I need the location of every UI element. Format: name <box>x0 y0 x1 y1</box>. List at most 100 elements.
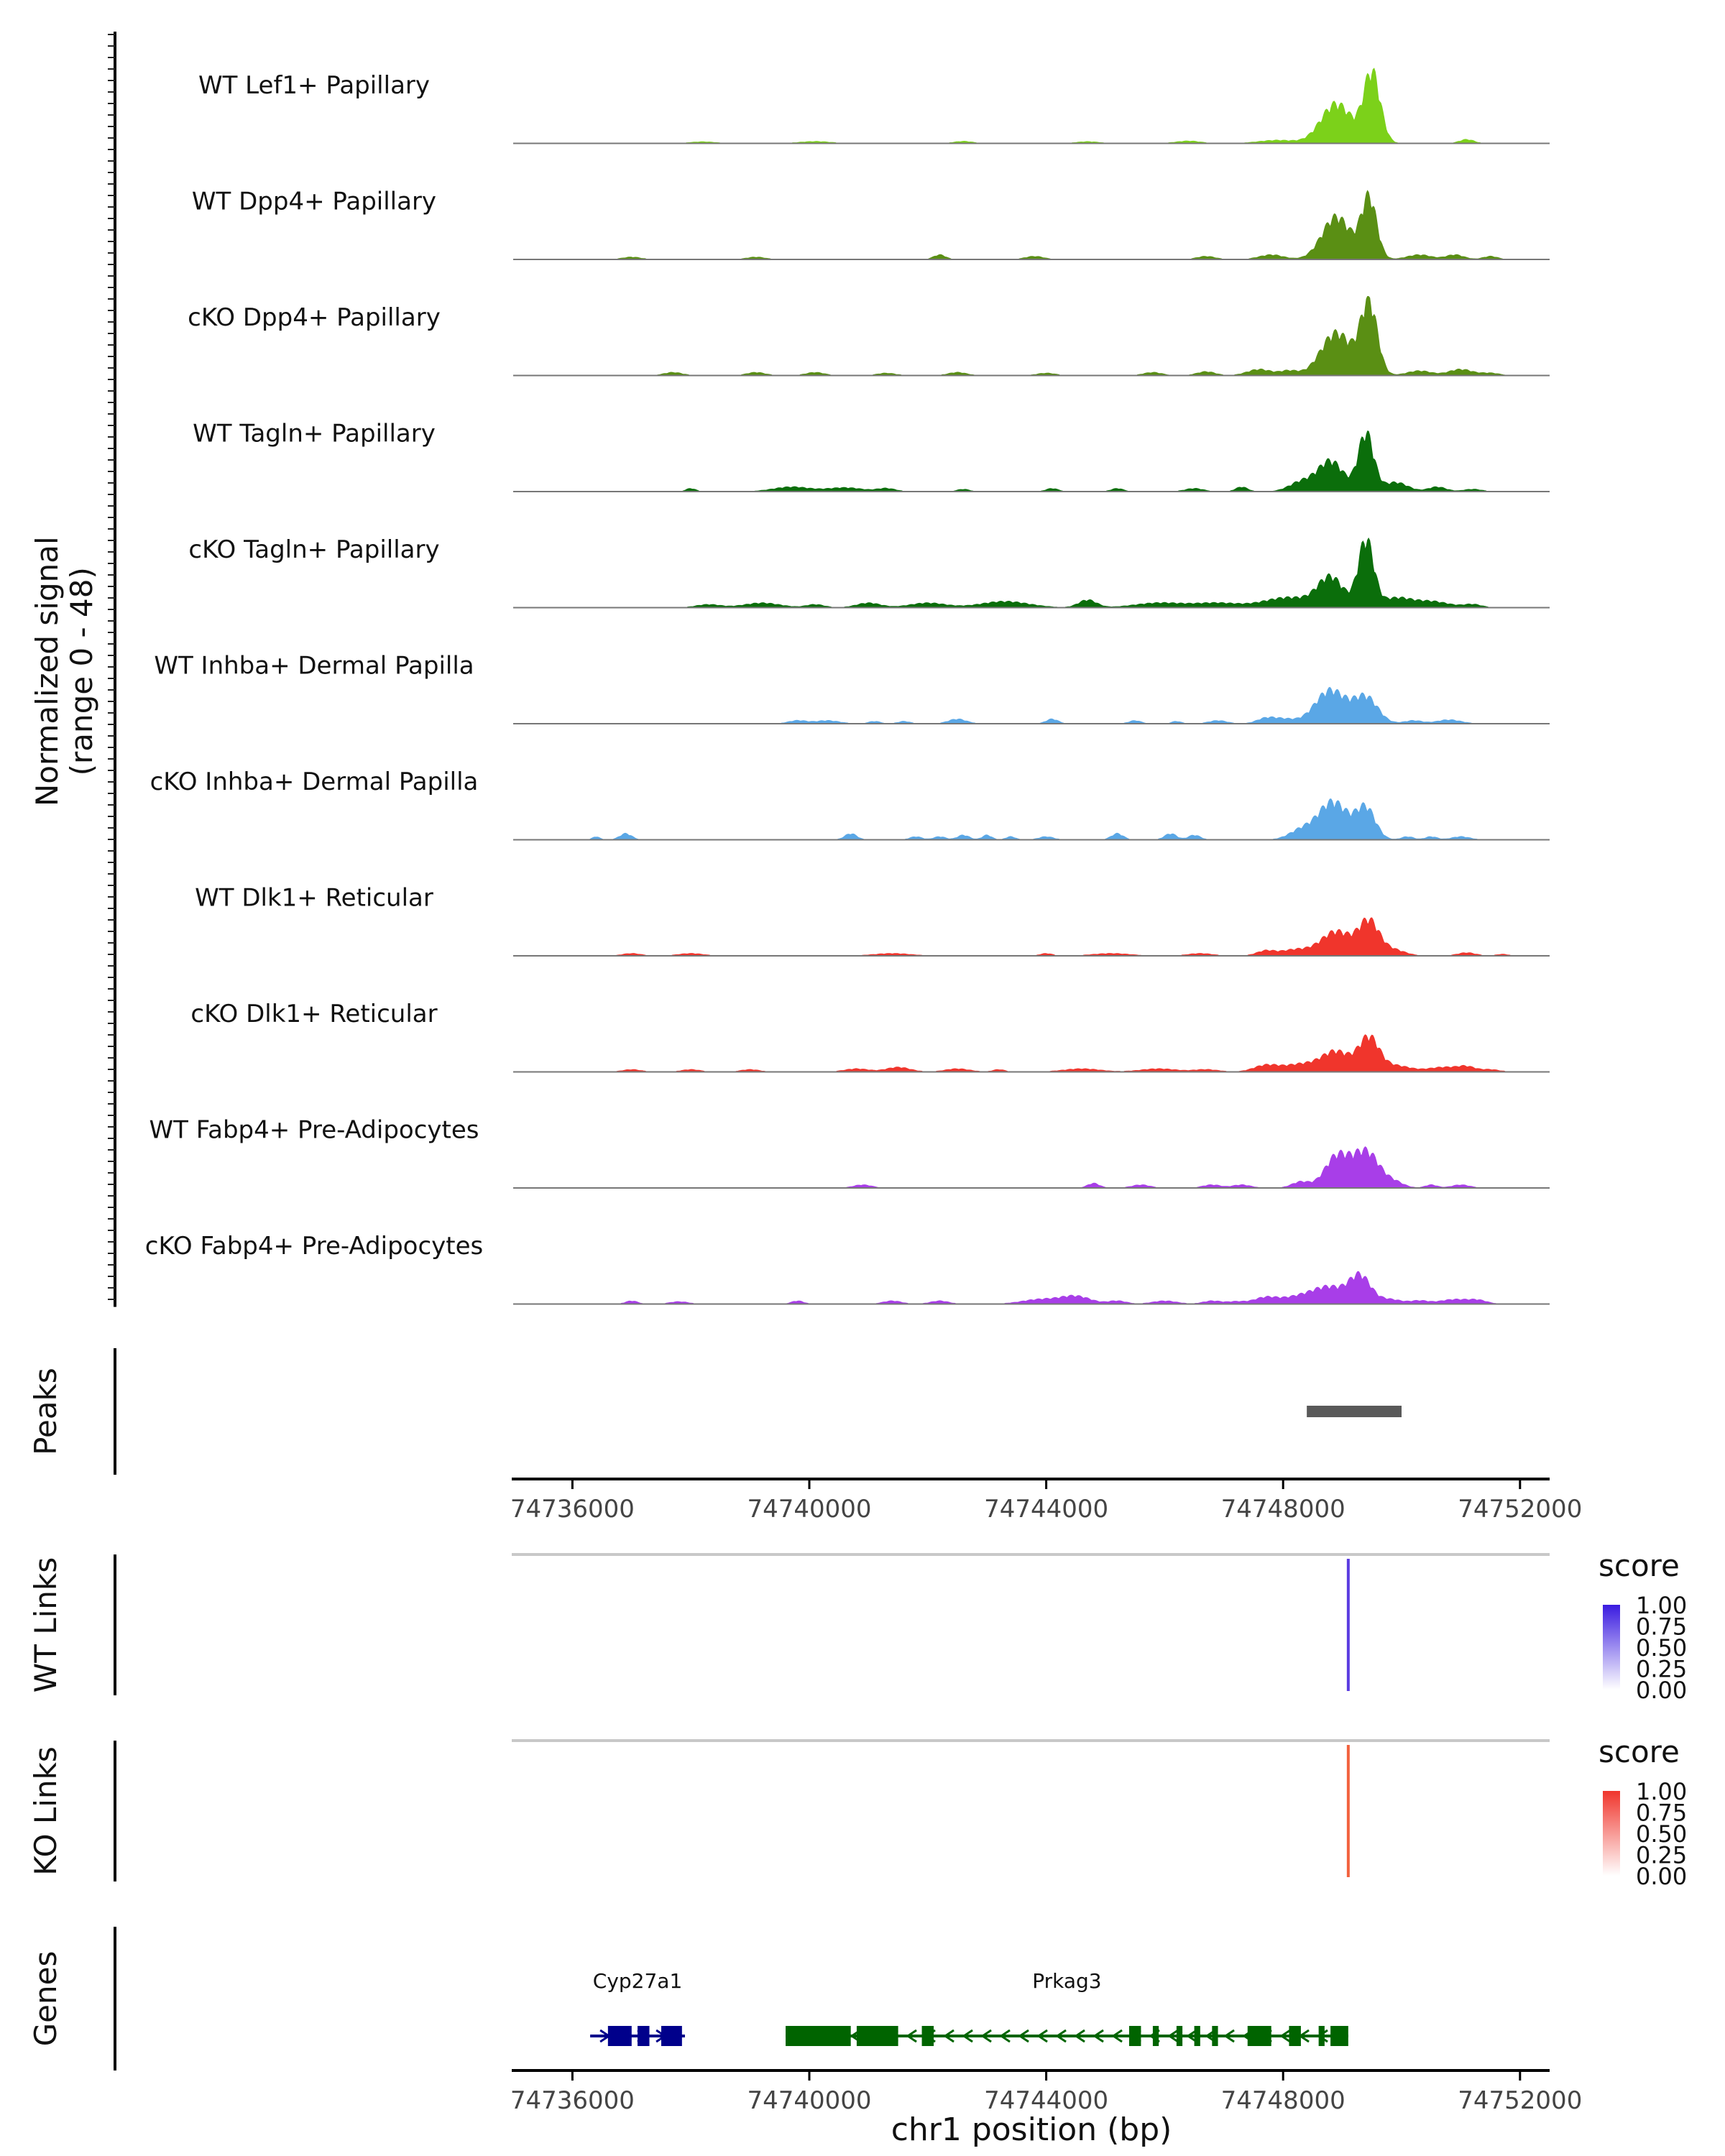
coverage-area <box>533 917 1530 957</box>
x-tick-label: 74744000 <box>984 1495 1108 1524</box>
strand-arrow <box>1018 2029 1029 2043</box>
legend-tick-label: 0.75 <box>1636 1800 1687 1827</box>
gene-model: Cyp27a1 <box>590 1969 685 2046</box>
track-label: cKO Tagln+ Papillary <box>188 535 439 564</box>
gene-exon <box>1318 2026 1325 2046</box>
gene-exon <box>1330 2026 1348 2046</box>
track-label: WT Dlk1+ Reticular <box>195 884 433 913</box>
links-track: KO Links score 1.000.750.500.250.00 <box>28 1734 1687 1890</box>
strand-arrow <box>1111 2029 1123 2043</box>
gene-name: Cyp27a1 <box>593 1969 683 1993</box>
strand-arrow <box>999 2029 1011 2043</box>
x-tick-label: 74752000 <box>1458 2086 1582 2115</box>
coverage-track: cKO Dlk1+ Reticular <box>190 1000 1550 1073</box>
coverage-range-label: (range 0 - 48) <box>64 567 99 775</box>
strand-arrow <box>1055 2029 1067 2043</box>
gene-exon <box>1128 2026 1141 2046</box>
coverage-area <box>533 1146 1530 1189</box>
track-label: cKO Inhba+ Dermal Papilla <box>150 768 479 796</box>
strand-arrow <box>1279 2029 1291 2043</box>
coverage-area <box>533 430 1530 492</box>
genes-track: Genes Cyp27a1 Prkag3 <box>28 1927 1348 2070</box>
x-tick-label: 74748000 <box>1221 2086 1346 2115</box>
x-tick-label: 74740000 <box>747 2086 871 2115</box>
x-tick-label: 74736000 <box>510 2086 635 2115</box>
track-label: WT Dpp4+ Papillary <box>192 188 436 216</box>
peak-region <box>1307 1406 1402 1417</box>
coverage-area <box>533 1271 1530 1304</box>
x-tick-label: 74744000 <box>984 2086 1108 2115</box>
x-axis-title: chr1 position (bp) <box>891 2111 1172 2148</box>
legend-tick-label: 0.25 <box>1636 1842 1687 1869</box>
gene-exon <box>786 2026 851 2046</box>
coverage-area <box>533 190 1530 260</box>
legend-tick-label: 0.25 <box>1636 1656 1687 1683</box>
track-label: cKO Dpp4+ Papillary <box>188 303 441 332</box>
genes-label: Genes <box>28 1951 63 2047</box>
links-label: KO Links <box>28 1746 63 1876</box>
gene-name: Prkag3 <box>1032 1969 1101 1993</box>
legend-colorbar <box>1603 1605 1620 1690</box>
legend-tick-label: 0.50 <box>1636 1820 1687 1848</box>
gene-exon <box>638 2026 650 2046</box>
x-tick-label: 74752000 <box>1458 1495 1582 1524</box>
legend-tick-label: 1.00 <box>1636 1778 1687 1805</box>
coverage-track: cKO Dpp4+ Papillary <box>188 296 1550 377</box>
coverage-track: WT Tagln+ Papillary <box>193 420 1550 492</box>
track-label: WT Fabp4+ Pre-Adipocytes <box>150 1116 479 1145</box>
gene-exon <box>1212 2026 1218 2046</box>
gene-exon <box>1194 2026 1200 2046</box>
legend-tick-label: 1.00 <box>1636 1592 1687 1619</box>
strand-arrow <box>1223 2029 1235 2043</box>
coverage-area <box>533 1034 1530 1072</box>
coverage-track: cKO Fabp4+ Pre-Adipocytes <box>145 1232 1550 1305</box>
coverage-area <box>533 296 1530 376</box>
track-label: WT Tagln+ Papillary <box>193 420 436 448</box>
coverage-track: WT Inhba+ Dermal Papilla <box>154 652 1550 724</box>
strand-arrow <box>1167 2029 1179 2043</box>
coverage-y-axis-title: Normalized signal <box>29 536 65 806</box>
top-x-axis: 74736000 74740000 74744000 74748000 74752000 <box>510 1478 1582 1524</box>
strand-arrow <box>1036 2029 1048 2043</box>
coverage-area <box>533 537 1530 608</box>
coverage-area <box>533 68 1530 144</box>
legend-title: score <box>1598 1734 1680 1769</box>
coverage-track: cKO Tagln+ Papillary <box>188 535 1550 609</box>
strand-arrow <box>906 2029 917 2043</box>
legend-title: score <box>1598 1548 1680 1583</box>
legend-tick-label: 0.00 <box>1636 1677 1687 1704</box>
coverage-track: WT Lef1+ Papillary <box>198 68 1550 144</box>
coverage-track: cKO Inhba+ Dermal Papilla <box>150 768 1550 841</box>
bottom-x-axis: 74736000 74740000 74744000 74748000 74752000… <box>510 2069 1582 2148</box>
gene-exon <box>921 2026 934 2046</box>
links-track: WT Links score 1.000.750.500.250.00 <box>28 1548 1687 1704</box>
strand-arrow <box>1092 2029 1104 2043</box>
coverage-track: WT Dpp4+ Papillary <box>192 188 1550 260</box>
x-tick-label: 74740000 <box>747 1495 871 1524</box>
gene-exon <box>1176 2026 1183 2046</box>
legend-tick-label: 0.50 <box>1636 1634 1687 1662</box>
strand-arrow <box>980 2029 992 2043</box>
strand-arrow <box>943 2029 954 2043</box>
links-label: WT Links <box>28 1557 63 1692</box>
gene-exon <box>607 2026 632 2046</box>
track-label: cKO Fabp4+ Pre-Adipocytes <box>145 1232 484 1261</box>
coverage-track: WT Dlk1+ Reticular <box>195 884 1550 957</box>
gene-exon <box>1152 2026 1159 2046</box>
legend-colorbar <box>1603 1791 1620 1876</box>
peaks-track: Peaks <box>28 1348 1402 1475</box>
peaks-label: Peaks <box>28 1368 63 1455</box>
track-label: WT Lef1+ Papillary <box>198 71 430 100</box>
coverage-tracks: Normalized signal (range 0 - 48) WT Lef1+ … <box>29 32 1550 1307</box>
x-tick-label: 74748000 <box>1221 1495 1346 1524</box>
gene-exon <box>1289 2026 1301 2046</box>
x-tick-label: 74736000 <box>510 1495 635 1524</box>
strand-arrow <box>962 2029 973 2043</box>
gene-exon <box>661 2026 682 2046</box>
gene-exon <box>856 2026 898 2046</box>
strand-arrow <box>1186 2029 1197 2043</box>
legend-tick-label: 0.00 <box>1636 1863 1687 1890</box>
track-label: WT Inhba+ Dermal Papilla <box>154 652 474 681</box>
coverage-area <box>533 798 1530 840</box>
